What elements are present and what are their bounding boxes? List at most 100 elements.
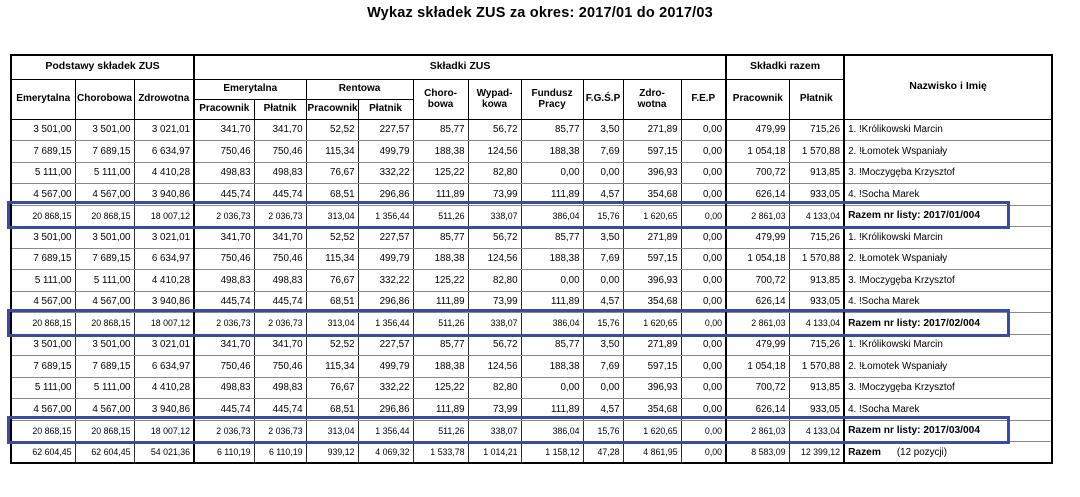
value-cell: 5 111,00 — [10, 161, 76, 184]
value-cell: 188,38 — [520, 247, 584, 270]
value-cell: 52,52 — [305, 226, 359, 249]
employee-name-cell: 3. !Moczygęba Krzysztof — [843, 376, 1053, 399]
value-cell: 0,00 — [520, 161, 584, 184]
value-cell: 3,50 — [582, 118, 624, 141]
value-cell: 700,72 — [725, 269, 790, 292]
value-cell: 1 158,12 — [520, 441, 584, 464]
value-cell: 1 356,44 — [357, 204, 414, 227]
header-podstawa-chorobowa: Chorobowa — [74, 78, 135, 120]
value-cell: 338,07 — [467, 312, 522, 335]
value-cell: 4 133,04 — [788, 204, 845, 227]
value-cell: 750,46 — [193, 140, 255, 163]
value-cell: 296,86 — [357, 290, 414, 313]
value-cell: 396,93 — [622, 376, 682, 399]
value-cell: 0,00 — [680, 118, 727, 141]
value-cell: 933,05 — [788, 290, 845, 313]
grand-total-row: 62 604,45 62 604,45 54 021,36 6 110,19 6 110… — [10, 441, 1053, 464]
list-total-label: Razem nr listy: 2017/02/004 — [843, 312, 1053, 335]
header-em-pracownik: Pracownik — [193, 98, 255, 120]
value-cell: 4 410,28 — [133, 376, 195, 399]
value-cell: 15,76 — [582, 204, 624, 227]
value-cell: 0,00 — [680, 333, 727, 356]
employee-name-cell: 2. !Łomotek Wspaniały — [843, 247, 1053, 270]
value-cell: 188,38 — [412, 247, 469, 270]
value-cell: 445,74 — [193, 290, 255, 313]
value-cell: 3 501,00 — [10, 118, 76, 141]
value-cell: 3 501,00 — [10, 226, 76, 249]
value-cell: 913,85 — [788, 161, 845, 184]
employee-row: 7 689,15 7 689,15 6 634,97 750,46 750,46 115,… — [10, 355, 1053, 378]
header-grupa-rentowa: Rentowa — [305, 78, 414, 100]
header-fundusz-pracy: Fundusz Pracy — [520, 78, 584, 120]
value-cell: 750,46 — [253, 247, 307, 270]
value-cell: 1 356,44 — [357, 419, 414, 442]
value-cell: 396,93 — [622, 161, 682, 184]
value-cell: 750,46 — [193, 247, 255, 270]
value-cell: 2 036,73 — [253, 204, 307, 227]
value-cell: 4 567,00 — [74, 183, 135, 206]
value-cell: 445,74 — [253, 183, 307, 206]
list-total-label: Razem nr listy: 2017/03/004 — [843, 419, 1053, 442]
header-band-row: Podstawy składek ZUS Składki ZUS Składki… — [10, 54, 1053, 120]
value-cell: 0,00 — [680, 204, 727, 227]
employee-row: 5 111,00 5 111,00 4 410,28 498,83 498,83 76,6… — [10, 269, 1053, 292]
value-cell: 700,72 — [725, 161, 790, 184]
value-cell: 4 567,00 — [74, 398, 135, 421]
header-razem-platnik: Płatnik — [788, 78, 845, 120]
employee-name-cell: 1. !Królikowski Marcin — [843, 333, 1053, 356]
header-skladki-zus: Składki ZUS — [193, 54, 727, 80]
value-cell: 313,04 — [305, 312, 359, 335]
employee-name-cell: 4. !Socha Marek — [843, 183, 1053, 206]
value-cell: 597,15 — [622, 355, 682, 378]
value-cell: 0,00 — [680, 355, 727, 378]
value-cell: 715,26 — [788, 333, 845, 356]
value-cell: 115,34 — [305, 355, 359, 378]
value-cell: 85,77 — [520, 118, 584, 141]
value-cell: 82,80 — [467, 376, 522, 399]
zus-report-table-wrap: Podstawy składek ZUS Składki ZUS Składki… — [7, 54, 1054, 464]
value-cell: 115,34 — [305, 247, 359, 270]
value-cell: 7,69 — [582, 247, 624, 270]
value-cell: 111,89 — [520, 290, 584, 313]
header-sub-row: Pracownik Płatnik Pracownik Płatnik — [11, 98, 1052, 120]
value-cell: 0,00 — [680, 183, 727, 206]
value-cell: 12 399,12 — [788, 441, 845, 464]
table-header: Podstawy składek ZUS Składki ZUS Składki… — [10, 54, 1053, 120]
value-cell: 3,50 — [582, 226, 624, 249]
value-cell: 5 111,00 — [10, 376, 76, 399]
value-cell: 479,99 — [725, 226, 790, 249]
value-cell: 715,26 — [788, 226, 845, 249]
value-cell: 6 634,97 — [133, 247, 195, 270]
value-cell: 1 054,18 — [725, 140, 790, 163]
employee-row: 5 111,00 5 111,00 4 410,28 498,83 498,83 76,6… — [10, 161, 1053, 184]
value-cell: 188,38 — [520, 355, 584, 378]
value-cell: 73,99 — [467, 183, 522, 206]
value-cell: 1 620,65 — [622, 204, 682, 227]
value-cell: 479,99 — [725, 333, 790, 356]
value-cell: 332,22 — [357, 161, 414, 184]
value-cell: 499,79 — [357, 355, 414, 378]
value-cell: 597,15 — [622, 140, 682, 163]
value-cell: 1 054,18 — [725, 247, 790, 270]
header-rent-pracownik: Pracownik — [305, 98, 359, 120]
value-cell: 85,77 — [520, 333, 584, 356]
value-cell: 7 689,15 — [10, 355, 76, 378]
value-cell: 3 021,01 — [133, 226, 195, 249]
value-cell: 313,04 — [305, 419, 359, 442]
value-cell: 20 868,15 — [74, 312, 135, 335]
value-cell: 85,77 — [412, 226, 469, 249]
value-cell: 1 570,88 — [788, 247, 845, 270]
employee-name-cell: 3. !Moczygęba Krzysztof — [843, 269, 1053, 292]
value-cell: 1 533,78 — [412, 441, 469, 464]
employee-name-cell: 4. !Socha Marek — [843, 398, 1053, 421]
value-cell: 227,57 — [357, 226, 414, 249]
value-cell: 76,67 — [305, 269, 359, 292]
value-cell: 4 133,04 — [788, 312, 845, 335]
value-cell: 111,89 — [520, 398, 584, 421]
header-wypadkowa: Wypad- kowa — [467, 78, 522, 120]
list-total-row: 20 868,15 20 868,15 18 007,12 2 036,73 2 036… — [10, 312, 1053, 335]
report-title: Wykaz składek ZUS za okres: 2017/01 do 2… — [367, 5, 713, 21]
value-cell: 4,57 — [582, 398, 624, 421]
employee-name-cell: 1. !Królikowski Marcin — [843, 226, 1053, 249]
header-chorobowa: Choro- bowa — [412, 78, 469, 120]
